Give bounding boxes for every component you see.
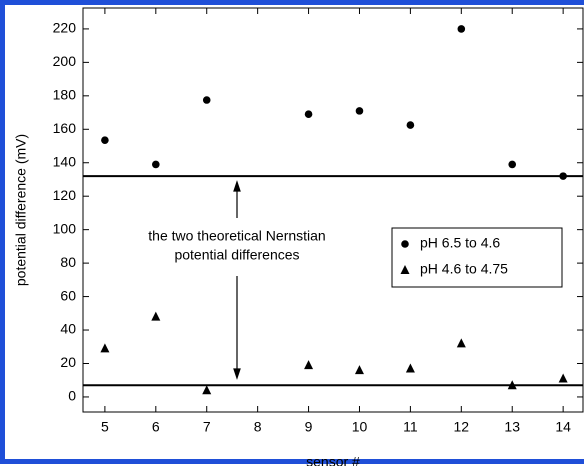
- x-tick-label: 13: [504, 419, 520, 435]
- x-tick-label: 11: [403, 419, 418, 435]
- point: [354, 365, 364, 375]
- point: [456, 338, 466, 348]
- point: [355, 107, 364, 115]
- point: [405, 363, 415, 373]
- arrows: [233, 180, 241, 380]
- x-tick-label: 6: [152, 419, 160, 435]
- plot-area: [82, 7, 584, 413]
- y-tick-label: 180: [53, 87, 77, 103]
- x-tick-label: 7: [203, 419, 211, 435]
- x-tick-label: 5: [101, 419, 109, 435]
- x-tick-label: 9: [305, 419, 313, 435]
- point: [507, 380, 517, 390]
- y-tick-label: 140: [53, 153, 77, 169]
- y-tick-label: 40: [60, 321, 76, 337]
- legend-marker: [401, 240, 409, 248]
- y-tick-label: 60: [60, 287, 76, 303]
- y-tick-label: 20: [60, 354, 76, 370]
- legend: [391, 227, 563, 288]
- point: [457, 25, 466, 33]
- x-tick-label: 14: [555, 419, 571, 435]
- point: [559, 172, 567, 180]
- point: [101, 136, 109, 144]
- point: [406, 121, 415, 129]
- point: [151, 311, 161, 321]
- x-tick-label: 10: [352, 419, 368, 435]
- y-tick-label: 0: [68, 388, 76, 404]
- legend-label: pH 4.6 to 4.75: [420, 261, 508, 277]
- legend-marker: [400, 265, 410, 274]
- point: [202, 385, 212, 395]
- legend-label: pH 6.5 to 4.6: [420, 235, 500, 251]
- y-tick-label: 100: [53, 220, 77, 236]
- point: [202, 96, 211, 104]
- y-tick-label: 200: [53, 53, 77, 69]
- point: [100, 343, 110, 353]
- arrowhead: [233, 180, 241, 192]
- y-tick-label: 80: [60, 254, 76, 270]
- y-tick-label: 220: [53, 20, 77, 36]
- y-tick-label: 160: [53, 120, 77, 136]
- annotation: the two theoretical Nernstian: [148, 228, 325, 244]
- arrowhead: [233, 368, 241, 380]
- y-axis-label: potential difference (mV): [13, 134, 29, 286]
- point: [304, 360, 314, 370]
- point: [558, 373, 568, 383]
- point: [304, 110, 313, 119]
- point: [152, 160, 160, 169]
- point: [508, 160, 517, 169]
- x-tick-label: 12: [454, 419, 470, 435]
- annotation: potential differences: [174, 247, 299, 263]
- y-tick-label: 120: [53, 187, 77, 203]
- x-axis-label: sensor #: [306, 454, 360, 466]
- x-tick-label: 8: [254, 419, 262, 435]
